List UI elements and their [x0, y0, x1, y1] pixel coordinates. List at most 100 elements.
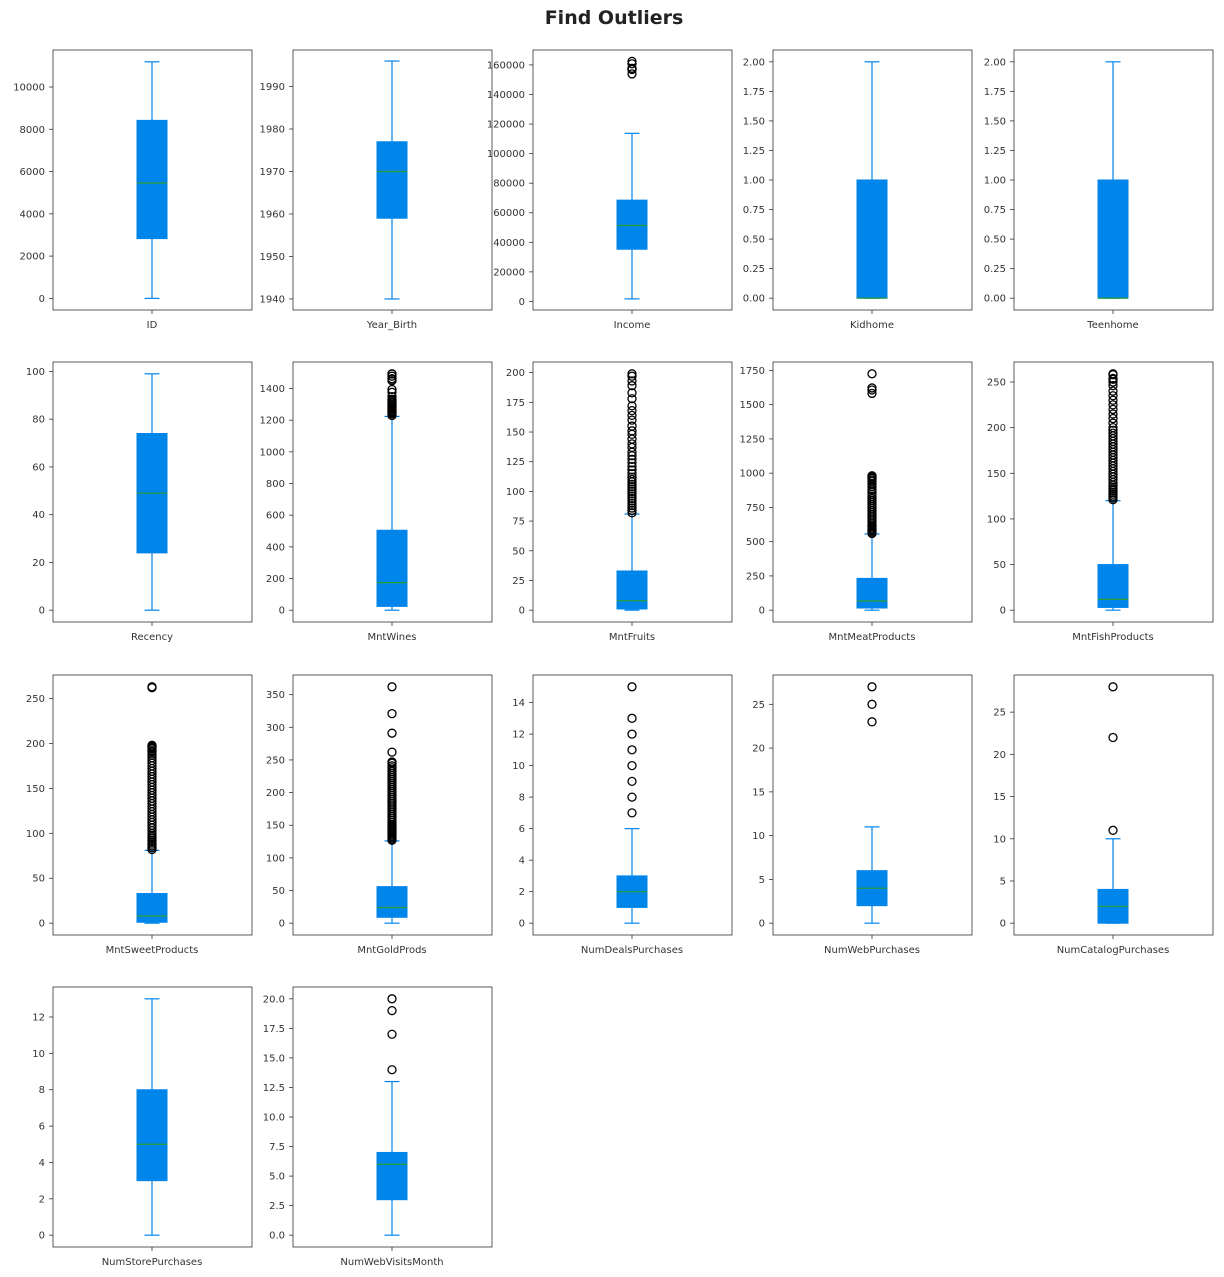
y-tick-label: 125 [506, 457, 525, 468]
y-tick-label: 4000 [20, 209, 45, 220]
y-tick-label: 200 [987, 423, 1006, 434]
axes-frame [52, 49, 253, 311]
outlier-point [387, 1065, 397, 1075]
y-tick-label: 60 [32, 462, 45, 473]
boxplot-grid: 0200040006000800010000ID1940195019601970… [13, 49, 1214, 1268]
axes-frame [52, 361, 253, 623]
y-tick-label: 1990 [260, 82, 285, 93]
y-tick-label: 4 [519, 856, 525, 867]
y-tick-label: 0 [39, 1231, 45, 1242]
outlier-point [1108, 404, 1118, 415]
iqr-box [136, 893, 168, 923]
outlier-point [627, 482, 637, 492]
outlier-point [627, 496, 637, 506]
y-tick-label: 1970 [260, 167, 285, 178]
outlier-point [627, 745, 637, 755]
y-tick-label: 250 [746, 571, 765, 582]
outlier-point [1108, 381, 1118, 391]
outlier-point [1108, 413, 1118, 424]
y-tick-label: 160000 [487, 60, 525, 71]
y-tick-label: 10 [512, 761, 525, 772]
iqr-box [1097, 564, 1129, 608]
axes-frame [1013, 361, 1214, 623]
outlier-point [1108, 682, 1118, 692]
y-tick-label: 0.00 [743, 294, 765, 305]
y-tick-label: 1.00 [984, 176, 1006, 187]
y-tick-label: 0 [759, 919, 765, 930]
y-tick-label: 5 [1000, 876, 1006, 887]
y-tick-label: 7.5 [269, 1142, 285, 1153]
y-tick-label: 20 [32, 558, 45, 569]
y-tick-label: 150 [506, 428, 525, 439]
y-tick-label: 6 [519, 824, 525, 835]
y-tick-label: 50 [32, 874, 45, 885]
y-tick-label: 14 [512, 698, 525, 709]
outlier-point [387, 374, 397, 384]
y-tick-label: 175 [506, 398, 525, 409]
y-tick-label: 10 [32, 1049, 45, 1060]
outlier-point [627, 454, 637, 464]
y-tick-label: 15.0 [263, 1053, 285, 1064]
y-tick-label: 150 [26, 784, 45, 795]
y-tick-label: 0 [279, 919, 285, 930]
x-tick-label: MntMeatProducts [829, 632, 916, 643]
x-tick-label: NumWebVisitsMonth [340, 1257, 443, 1268]
y-tick-label: 140000 [487, 90, 525, 101]
y-tick-label: 20.0 [263, 994, 285, 1005]
outlier-point [867, 388, 877, 399]
y-tick-label: 6 [39, 1122, 45, 1133]
outlier-point [387, 761, 397, 771]
x-tick-label: MntGoldProds [357, 945, 426, 956]
y-tick-label: 1.25 [743, 146, 765, 157]
y-tick-label: 1750 [740, 366, 765, 377]
y-tick-label: 5.0 [269, 1172, 285, 1183]
y-tick-label: 150 [987, 469, 1006, 480]
boxplot-panel-mntwines: 0 200 400 600 800 1000 1200 1400 MntWines [260, 361, 493, 643]
boxplot-panel-numstorepurchases: 0 2 4 6 8 10 12 NumStorePurchases [32, 986, 253, 1268]
y-tick-label: 1.75 [743, 87, 765, 98]
outlier-point [387, 757, 397, 767]
y-tick-label: 8000 [20, 125, 45, 136]
outlier-point [627, 401, 637, 411]
y-tick-label: 50 [993, 560, 1006, 571]
iqr-box [616, 570, 648, 610]
y-tick-label: 0.50 [984, 235, 1006, 246]
outlier-point [1108, 825, 1118, 835]
y-tick-label: 1.50 [984, 116, 1006, 127]
y-tick-label: 500 [746, 537, 765, 548]
outlier-point [627, 729, 637, 739]
outlier-point [627, 501, 637, 511]
y-tick-label: 1980 [260, 125, 285, 136]
iqr-box [376, 529, 408, 607]
outlier-point [1108, 418, 1118, 428]
y-tick-label: 0 [759, 606, 765, 617]
x-tick-label: Year_Birth [366, 320, 417, 331]
y-tick-label: 0 [39, 919, 45, 930]
y-tick-label: 0 [279, 606, 285, 617]
y-tick-label: 15 [752, 787, 765, 798]
outlier-point [627, 376, 637, 386]
outlier-point [1108, 369, 1118, 379]
outlier-point [627, 489, 637, 499]
y-tick-label: 12 [32, 1013, 45, 1024]
outlier-point [627, 421, 637, 431]
outlier-point [627, 760, 637, 771]
iqr-box [376, 1151, 408, 1201]
outlier-point [627, 458, 637, 468]
y-tick-label: 200 [506, 368, 525, 379]
y-tick-label: 40 [32, 510, 45, 521]
outlier-point [627, 63, 637, 73]
y-tick-label: 250 [26, 694, 45, 705]
outlier-point [387, 369, 397, 379]
y-tick-label: 100 [26, 829, 45, 840]
y-tick-label: 2.00 [743, 57, 765, 68]
iqr-box [376, 141, 408, 219]
y-tick-label: 0 [519, 606, 525, 617]
outlier-point [627, 388, 637, 398]
outlier-point [867, 682, 877, 692]
y-tick-label: 100 [26, 367, 45, 378]
y-tick-label: 12 [512, 730, 525, 741]
y-tick-label: 250 [987, 378, 1006, 389]
iqr-box [376, 886, 408, 918]
outlier-point [147, 755, 157, 766]
